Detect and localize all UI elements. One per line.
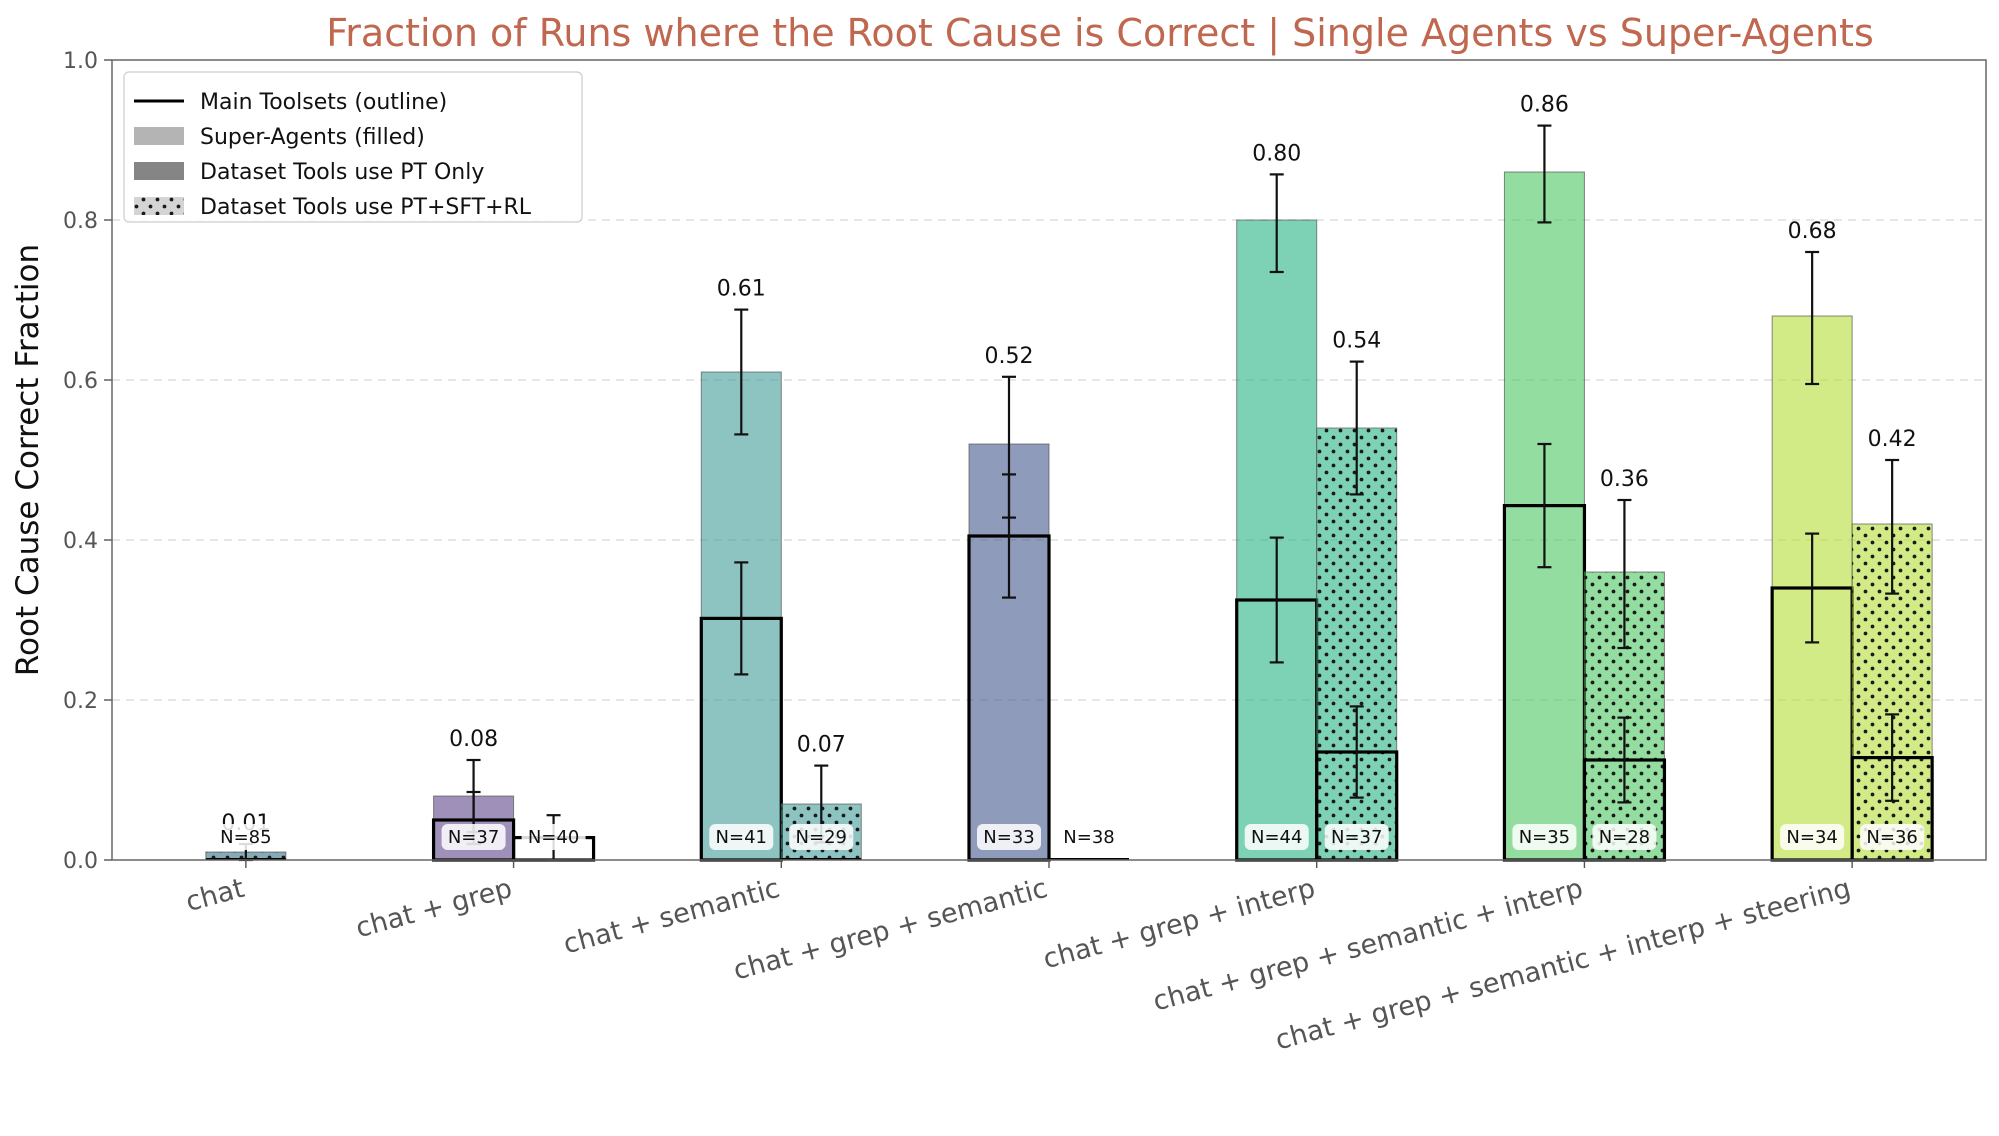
y-tick-label: 0.4: [63, 529, 98, 554]
n-label-badge: [1512, 824, 1577, 850]
n-label-badge: [213, 824, 278, 850]
legend-swatch-dots: [134, 197, 184, 215]
x-tick-label: chat + grep: [353, 873, 516, 944]
y-tick-label: 0.0: [63, 849, 98, 874]
value-label: 0.61: [717, 277, 766, 302]
n-label-badge: [1324, 824, 1389, 850]
n-label-badge: [1780, 824, 1845, 850]
value-label: 0.52: [985, 344, 1034, 369]
n-label: N=34: [1786, 827, 1837, 848]
chart-title: Fraction of Runs where the Root Cause is…: [326, 11, 1874, 56]
y-tick-label: 0.2: [63, 689, 98, 714]
legend-label: Main Toolsets (outline): [200, 90, 447, 115]
n-label: N=41: [716, 827, 767, 848]
y-axis-label: Root Cause Correct Fraction: [10, 244, 46, 676]
value-label: 0.36: [1600, 467, 1649, 492]
n-label-badge: [1244, 824, 1309, 850]
n-label: N=36: [1866, 827, 1917, 848]
x-tick-label: chat + grep + semantic + interp: [1150, 873, 1586, 1018]
legend: Main Toolsets (outline) Super-Agents (fil…: [123, 71, 583, 223]
n-label-badge: [789, 824, 854, 850]
n-label: N=40: [528, 827, 579, 848]
n-label: N=85: [220, 827, 271, 848]
bars: 0.01N=850.08N=37 N=400.61N=410.07N=290.52…: [205, 93, 1934, 862]
n-label-badge: [441, 824, 506, 850]
y-tick-label: 1.0: [63, 49, 98, 74]
n-label-badge: [521, 824, 586, 850]
n-label: N=38: [1063, 827, 1114, 848]
value-label: 0.54: [1332, 329, 1381, 354]
y-tick-label: 0.8: [63, 209, 98, 234]
legend-label: Dataset Tools use PT Only: [200, 160, 484, 185]
value-label: 0.42: [1868, 427, 1917, 452]
legend-label: Dataset Tools use PT+SFT+RL: [200, 195, 532, 220]
value-label: 0.08: [449, 727, 498, 752]
value-label: 0.80: [1252, 141, 1301, 166]
legend-swatch-pt-only: [134, 162, 184, 180]
n-label-badge: [1057, 824, 1121, 850]
n-label-badge: [709, 824, 774, 850]
n-label-badge: [1592, 824, 1657, 850]
n-label: N=37: [1331, 827, 1382, 848]
value-label: 0.68: [1788, 219, 1837, 244]
legend-box: [123, 71, 583, 223]
value-label: 0.07: [797, 733, 846, 758]
value-label: 0.86: [1520, 93, 1569, 118]
n-label: N=44: [1251, 827, 1302, 848]
n-label: N=28: [1599, 827, 1650, 848]
n-label: N=29: [796, 827, 847, 848]
n-label-badge: [1860, 824, 1925, 850]
n-label-badge: [977, 824, 1041, 850]
x-tick-label: chat: [183, 873, 248, 918]
n-label: N=35: [1519, 827, 1570, 848]
n-label: N=37: [448, 827, 499, 848]
legend-label: Super-Agents (filled): [200, 125, 425, 150]
x-tick-label: chat + semantic: [560, 873, 783, 961]
legend-swatch-filled: [134, 127, 184, 145]
n-label: N=33: [983, 827, 1034, 848]
y-tick-label: 0.6: [63, 369, 98, 394]
